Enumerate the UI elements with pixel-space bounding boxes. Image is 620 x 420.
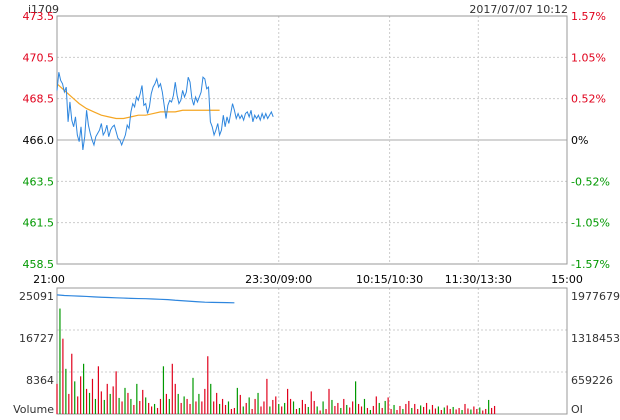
- volume-y-axis-left: 25091 16727 8364: [19, 290, 54, 387]
- time-tick: 23:30/09:00: [245, 273, 312, 286]
- time-x-axis: 21:00 23:30/09:00 10:15/10:30 11:30/13:30 15…: [33, 273, 583, 286]
- price-tick-right: -0.52%: [571, 175, 610, 188]
- volume-tick-left: 25091: [19, 290, 54, 303]
- price-tick-right: 0.52%: [571, 93, 606, 106]
- time-tick: 21:00: [33, 273, 65, 286]
- oi-axis-label: OI: [571, 403, 583, 416]
- time-tick: 15:00: [551, 273, 583, 286]
- price-grid: [57, 15, 567, 265]
- datetime-label: 2017/07/07 10:12: [469, 3, 568, 16]
- price-tick-left: 473.5: [23, 10, 55, 23]
- average-price-line: [56, 83, 220, 120]
- oi-tick-right: 1318453: [571, 332, 620, 345]
- price-series-group: [56, 72, 274, 150]
- price-tick-left: 468.5: [23, 93, 55, 106]
- oi-tick-right: 1977679: [571, 290, 620, 303]
- price-tick-right: -1.57%: [571, 258, 610, 271]
- price-tick-left: 458.5: [23, 258, 55, 271]
- oi-tick-right: 659226: [571, 374, 613, 387]
- volume-grid: [57, 288, 567, 414]
- price-tick-right: 0%: [571, 134, 588, 147]
- price-tick-left: 461.5: [23, 217, 55, 230]
- price-tick-left: 463.5: [23, 175, 55, 188]
- price-tick-right: -1.05%: [571, 217, 610, 230]
- price-y-axis-left: 473.5 470.5 468.5 466.0 463.5 461.5 458.5: [23, 10, 55, 271]
- price-tick-right: 1.57%: [571, 10, 606, 23]
- volume-bars: [56, 308, 496, 414]
- time-tick: 10:15/10:30: [356, 273, 423, 286]
- symbol-label: i1709: [28, 3, 59, 16]
- price-tick-left: 470.5: [23, 51, 55, 64]
- price-tick-left: 466.0: [23, 134, 55, 147]
- open-interest-series: [56, 294, 235, 304]
- price-line: [56, 72, 274, 150]
- volume-tick-left: 8364: [26, 374, 54, 387]
- price-y-axis-right: 1.57% 1.05% 0.52% 0% -0.52% -1.05% -1.57%: [571, 10, 610, 271]
- open-interest-line: [56, 294, 235, 304]
- volume-y-axis-right: 1977679 1318453 659226: [571, 290, 620, 387]
- volume-axis-label: Volume: [13, 403, 54, 416]
- price-panel-frame: [56, 15, 568, 265]
- time-tick: 11:30/13:30: [445, 273, 512, 286]
- price-tick-right: 1.05%: [571, 51, 606, 64]
- volume-panel-frame: [56, 287, 568, 415]
- volume-tick-left: 16727: [19, 332, 54, 345]
